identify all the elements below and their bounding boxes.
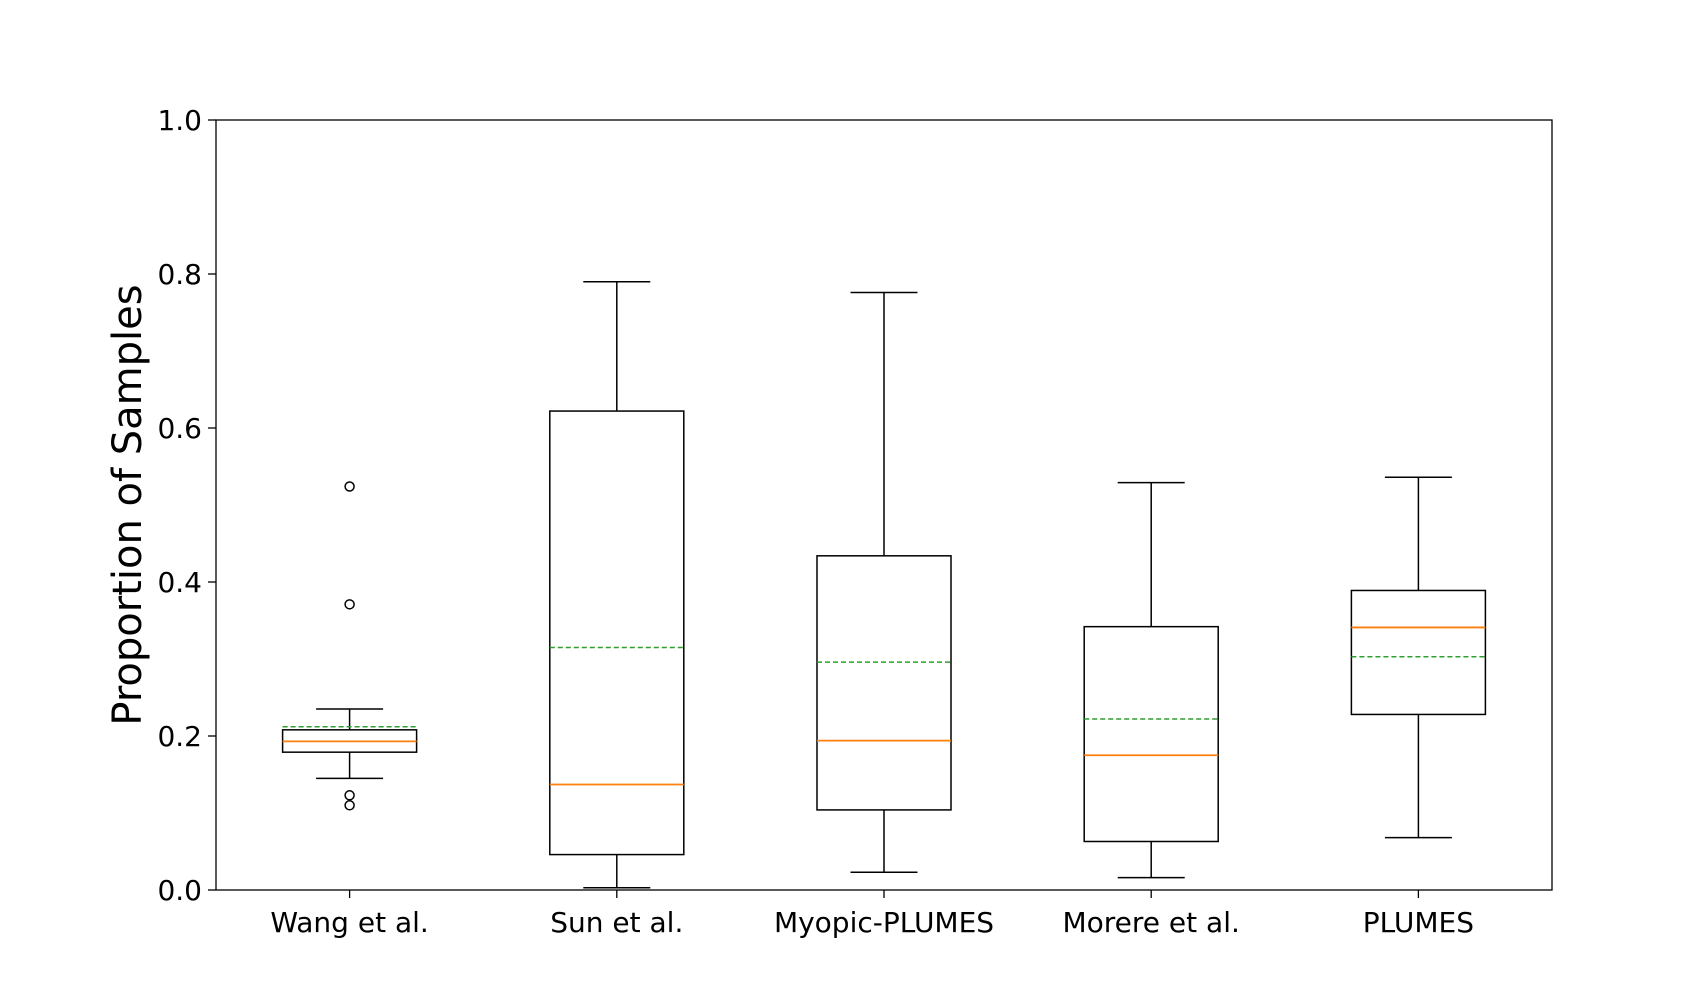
iqr-box (817, 556, 951, 810)
y-tick-label: 0.2 (157, 720, 202, 753)
x-tick-label: PLUMES (1363, 906, 1474, 939)
outlier-point (345, 801, 354, 810)
outlier-point (345, 791, 354, 800)
y-tick-label: 0.0 (157, 874, 202, 907)
x-axis: Wang et al. Sun et al. Myopic-PLUMES Morere… (270, 890, 1474, 939)
x-tick-label: Sun et al. (550, 906, 683, 939)
box-1 (283, 482, 417, 810)
x-tick-label: Myopic-PLUMES (774, 906, 994, 939)
iqr-box (1351, 590, 1485, 714)
y-tick-label: 1.0 (157, 104, 202, 137)
box-3 (817, 292, 951, 872)
box-5 (1351, 477, 1485, 837)
box-2 (550, 282, 684, 888)
outlier-point (345, 600, 354, 609)
iqr-box (550, 411, 684, 855)
x-tick-label: Wang et al. (270, 906, 428, 939)
boxes-group (283, 282, 1486, 888)
y-axis-label: Proportion of Samples (105, 284, 151, 725)
y-tick-label: 0.6 (157, 412, 202, 445)
y-tick-label: 0.4 (157, 566, 202, 599)
y-tick-label: 0.8 (157, 258, 202, 291)
outlier-point (345, 482, 354, 491)
box-4 (1084, 483, 1218, 878)
iqr-box (1084, 627, 1218, 842)
x-tick-label: Morere et al. (1063, 906, 1240, 939)
y-axis: 0.0 0.2 0.4 0.6 0.8 1.0 (157, 104, 216, 907)
